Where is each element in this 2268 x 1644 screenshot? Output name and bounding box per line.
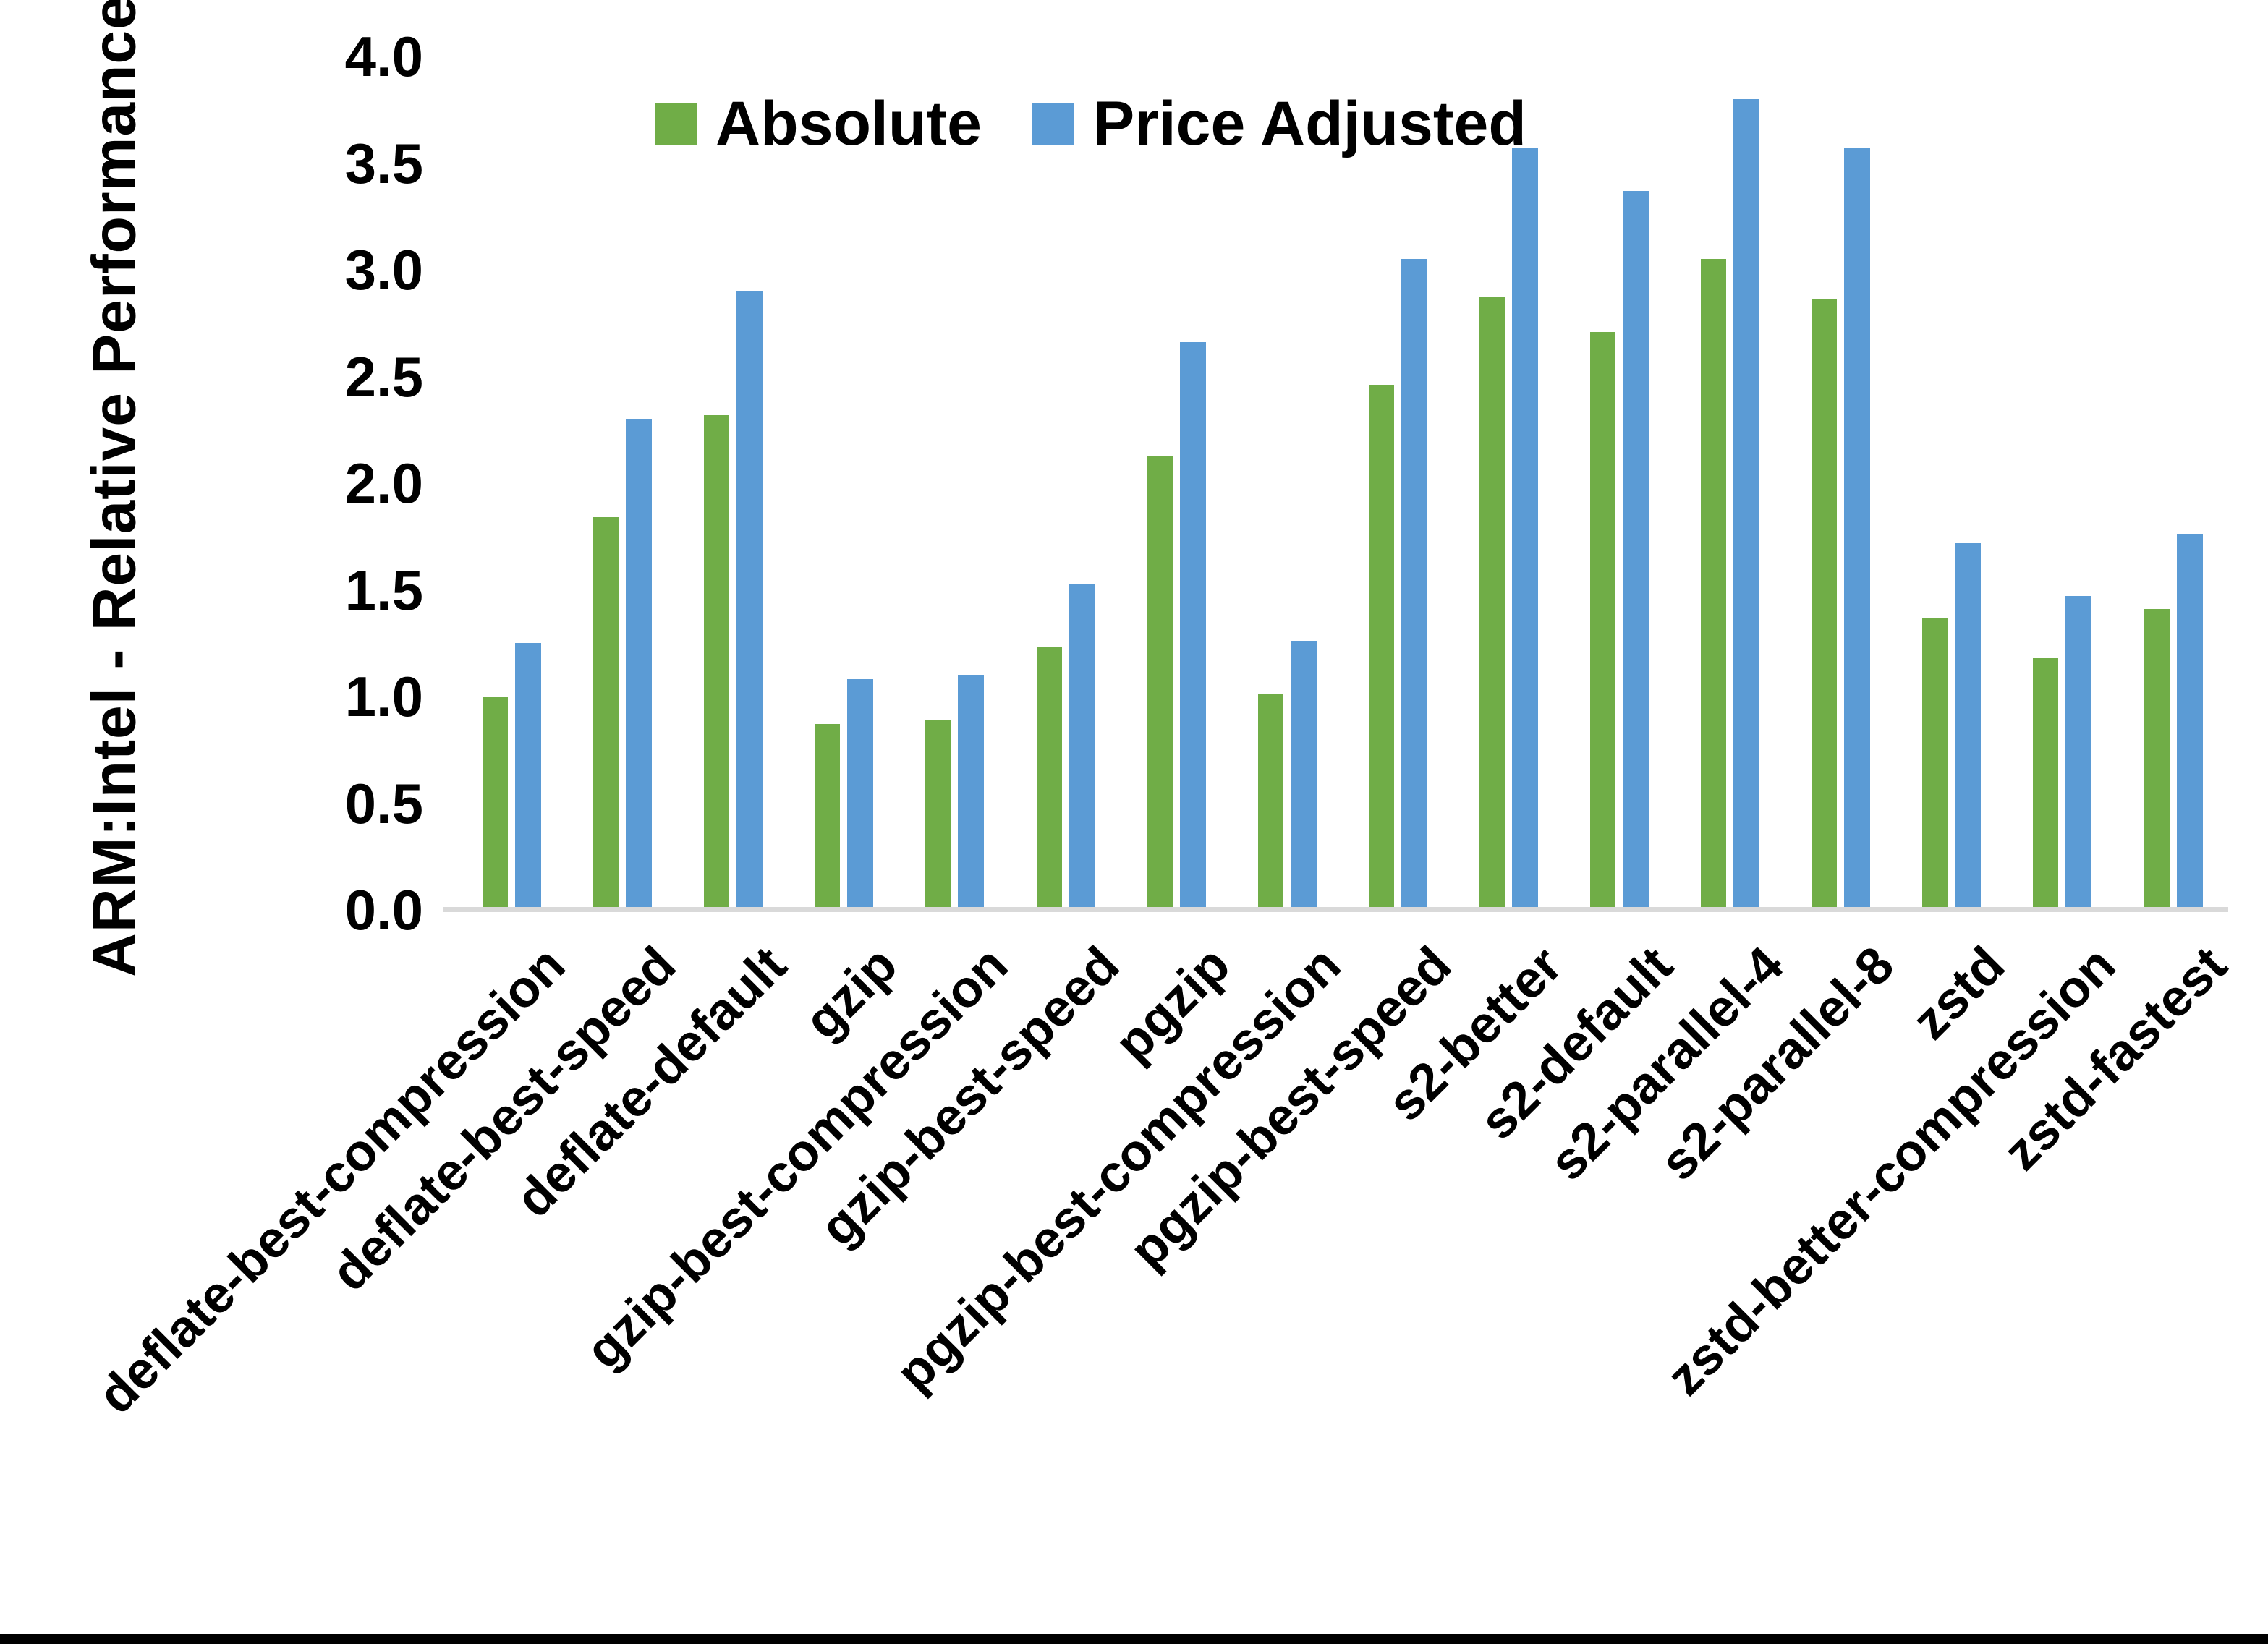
bar-absolute-gzip-best-speed (1037, 647, 1062, 910)
bar-absolute-s2-better (1479, 297, 1505, 910)
y-tick-label-4.0: 4.0 (344, 25, 423, 88)
y-tick-label-0.5: 0.5 (344, 771, 423, 835)
legend-item-price-adjusted: Price Adjusted (1032, 88, 1526, 160)
bar-price-adjusted-gzip (847, 679, 873, 910)
bar-price-adjusted-s2-default (1623, 191, 1649, 910)
bar-price-adjusted-s2-parallel-8 (1844, 148, 1870, 910)
y-tick-label-3.0: 3.0 (344, 238, 423, 302)
bar-absolute-pgzip-best-speed (1369, 385, 1394, 910)
bar-absolute-pgzip (1147, 456, 1173, 910)
bar-absolute-s2-default (1590, 332, 1615, 910)
y-axis-title: ARM:Intel - Relative Performance (80, 0, 148, 977)
bar-price-adjusted-pgzip-best-compression (1291, 641, 1317, 910)
bar-price-adjusted-s2-parallel-4 (1733, 99, 1759, 910)
legend-swatch-absolute (655, 103, 697, 145)
bar-price-adjusted-pgzip (1180, 342, 1206, 910)
bar-absolute-gzip-best-compression (925, 720, 951, 910)
window-bottom-border (0, 1634, 2268, 1644)
bar-absolute-zstd-better-compression (2033, 658, 2058, 910)
y-tick-label-2.5: 2.5 (344, 344, 423, 409)
bar-absolute-deflate-best-compression (483, 697, 508, 910)
y-tick-label-1.0: 1.0 (344, 665, 423, 728)
bar-absolute-s2-parallel-8 (1812, 299, 1837, 910)
bar-price-adjusted-gzip-best-compression (958, 675, 984, 910)
bar-absolute-s2-parallel-4 (1701, 259, 1726, 910)
bar-price-adjusted-deflate-best-compression (515, 643, 541, 910)
y-tick-label-0.0: 0.0 (344, 878, 423, 942)
bar-price-adjusted-pgzip-best-speed (1401, 259, 1427, 910)
legend: Absolute Price Adjusted (655, 88, 1526, 160)
bar-price-adjusted-zstd (1955, 543, 1981, 910)
bar-price-adjusted-s2-better (1512, 148, 1538, 910)
bar-absolute-deflate-best-speed (593, 517, 619, 910)
legend-label-price-adjusted: Price Adjusted (1092, 89, 1526, 158)
bar-price-adjusted-deflate-best-speed (626, 419, 652, 910)
y-tick-label-2.0: 2.0 (344, 451, 423, 515)
bar-absolute-gzip (815, 724, 840, 910)
bar-price-adjusted-deflate-default (736, 291, 763, 910)
bar-absolute-deflate-default (704, 415, 729, 910)
bar-price-adjusted-zstd-fastest (2177, 534, 2203, 910)
legend-label-absolute: Absolute (715, 89, 982, 158)
bar-absolute-zstd-fastest (2144, 609, 2170, 910)
legend-item-absolute: Absolute (655, 88, 982, 160)
y-tick-label-3.5: 3.5 (344, 131, 423, 195)
legend-swatch-price-adjusted (1032, 103, 1074, 145)
y-tick-label-1.5: 1.5 (344, 558, 423, 622)
x-axis-line (443, 907, 2228, 912)
bar-price-adjusted-zstd-better-compression (2065, 596, 2091, 910)
bar-absolute-pgzip-best-compression (1258, 694, 1283, 910)
bar-price-adjusted-gzip-best-speed (1069, 584, 1095, 910)
bar-absolute-zstd (1922, 618, 1948, 910)
